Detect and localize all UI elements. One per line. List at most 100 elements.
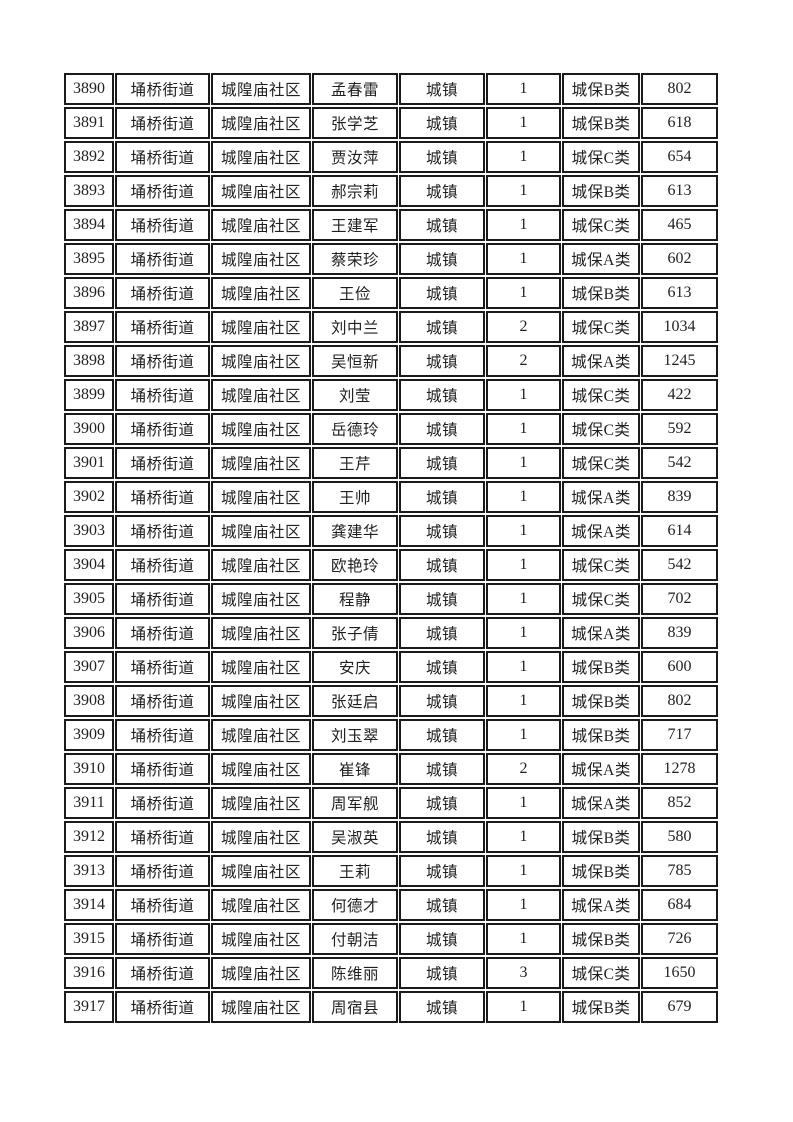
type-cell: 城镇	[399, 651, 485, 683]
count-cell: 1	[486, 923, 561, 955]
serial-cell: 3909	[64, 719, 114, 751]
street-cell: 埇桥街道	[115, 311, 210, 343]
type-cell: 城镇	[399, 583, 485, 615]
serial-cell: 3917	[64, 991, 114, 1023]
type-cell: 城镇	[399, 413, 485, 445]
table-row: 3896 埇桥街道 城隍庙社区 王俭 城镇 1 城保B类 613	[64, 277, 718, 309]
community-cell: 城隍庙社区	[211, 379, 311, 411]
type-cell: 城镇	[399, 889, 485, 921]
street-cell: 埇桥街道	[115, 379, 210, 411]
category-cell: 城保C类	[562, 549, 640, 581]
serial-cell: 3912	[64, 821, 114, 853]
count-cell: 1	[486, 243, 561, 275]
amount-cell: 717	[641, 719, 718, 751]
serial-cell: 3916	[64, 957, 114, 989]
serial-cell: 3895	[64, 243, 114, 275]
category-cell: 城保B类	[562, 991, 640, 1023]
count-cell: 1	[486, 447, 561, 479]
category-cell: 城保C类	[562, 379, 640, 411]
community-cell: 城隍庙社区	[211, 209, 311, 241]
street-cell: 埇桥街道	[115, 277, 210, 309]
table-row: 3893 埇桥街道 城隍庙社区 郝宗莉 城镇 1 城保B类 613	[64, 175, 718, 207]
street-cell: 埇桥街道	[115, 515, 210, 547]
category-cell: 城保B类	[562, 175, 640, 207]
type-cell: 城镇	[399, 481, 485, 513]
name-cell: 王芹	[312, 447, 398, 479]
community-cell: 城隍庙社区	[211, 855, 311, 887]
serial-cell: 3891	[64, 107, 114, 139]
amount-cell: 802	[641, 685, 718, 717]
community-cell: 城隍庙社区	[211, 787, 311, 819]
amount-cell: 802	[641, 73, 718, 105]
name-cell: 蔡荣珍	[312, 243, 398, 275]
count-cell: 1	[486, 209, 561, 241]
amount-cell: 580	[641, 821, 718, 853]
type-cell: 城镇	[399, 991, 485, 1023]
category-cell: 城保A类	[562, 753, 640, 785]
table-row: 3895 埇桥街道 城隍庙社区 蔡荣珍 城镇 1 城保A类 602	[64, 243, 718, 275]
community-cell: 城隍庙社区	[211, 753, 311, 785]
serial-cell: 3908	[64, 685, 114, 717]
category-cell: 城保B类	[562, 719, 640, 751]
serial-cell: 3893	[64, 175, 114, 207]
street-cell: 埇桥街道	[115, 209, 210, 241]
table-row: 3916 埇桥街道 城隍庙社区 陈维丽 城镇 3 城保C类 1650	[64, 957, 718, 989]
category-cell: 城保A类	[562, 515, 640, 547]
name-cell: 何德才	[312, 889, 398, 921]
street-cell: 埇桥街道	[115, 991, 210, 1023]
street-cell: 埇桥街道	[115, 787, 210, 819]
table-body: 3890 埇桥街道 城隍庙社区 孟春雷 城镇 1 城保B类 802 3891 埇桥街道 城隍庙社区张…	[64, 73, 718, 1023]
table-row: 3913 埇桥街道 城隍庙社区 王莉 城镇 1 城保B类 785	[64, 855, 718, 887]
amount-cell: 852	[641, 787, 718, 819]
type-cell: 城镇	[399, 345, 485, 377]
serial-cell: 3915	[64, 923, 114, 955]
category-cell: 城保B类	[562, 107, 640, 139]
street-cell: 埇桥街道	[115, 73, 210, 105]
count-cell: 1	[486, 583, 561, 615]
table-row: 3906 埇桥街道 城隍庙社区 张子倩 城镇 1 城保A类 839	[64, 617, 718, 649]
amount-cell: 422	[641, 379, 718, 411]
street-cell: 埇桥街道	[115, 481, 210, 513]
count-cell: 2	[486, 311, 561, 343]
serial-cell: 3907	[64, 651, 114, 683]
table-row: 3898 埇桥街道 城隍庙社区 吴恒新 城镇 2 城保A类 1245	[64, 345, 718, 377]
category-cell: 城保C类	[562, 447, 640, 479]
name-cell: 孟春雷	[312, 73, 398, 105]
count-cell: 1	[486, 719, 561, 751]
category-cell: 城保C类	[562, 209, 640, 241]
street-cell: 埇桥街道	[115, 447, 210, 479]
amount-cell: 592	[641, 413, 718, 445]
type-cell: 城镇	[399, 923, 485, 955]
name-cell: 陈维丽	[312, 957, 398, 989]
type-cell: 城镇	[399, 515, 485, 547]
name-cell: 欧艳玲	[312, 549, 398, 581]
community-cell: 城隍庙社区	[211, 923, 311, 955]
name-cell: 吴淑英	[312, 821, 398, 853]
community-cell: 城隍庙社区	[211, 413, 311, 445]
street-cell: 埇桥街道	[115, 141, 210, 173]
name-cell: 贾汝萍	[312, 141, 398, 173]
type-cell: 城镇	[399, 447, 485, 479]
serial-cell: 3913	[64, 855, 114, 887]
category-cell: 城保B类	[562, 651, 640, 683]
table-row: 3911 埇桥街道 城隍庙社区 周军舰 城镇 1 城保A类 852	[64, 787, 718, 819]
count-cell: 1	[486, 515, 561, 547]
amount-cell: 542	[641, 549, 718, 581]
street-cell: 埇桥街道	[115, 549, 210, 581]
type-cell: 城镇	[399, 141, 485, 173]
community-cell: 城隍庙社区	[211, 243, 311, 275]
amount-cell: 613	[641, 277, 718, 309]
amount-cell: 1245	[641, 345, 718, 377]
table-row: 3904 埇桥街道 城隍庙社区 欧艳玲 城镇 1 城保C类 542	[64, 549, 718, 581]
community-cell: 城隍庙社区	[211, 141, 311, 173]
count-cell: 1	[486, 821, 561, 853]
community-cell: 城隍庙社区	[211, 345, 311, 377]
street-cell: 埇桥街道	[115, 617, 210, 649]
community-cell: 城隍庙社区	[211, 175, 311, 207]
street-cell: 埇桥街道	[115, 345, 210, 377]
type-cell: 城镇	[399, 685, 485, 717]
community-cell: 城隍庙社区	[211, 583, 311, 615]
type-cell: 城镇	[399, 209, 485, 241]
table-row: 3910 埇桥街道 城隍庙社区 崔锋 城镇 2 城保A类 1278	[64, 753, 718, 785]
